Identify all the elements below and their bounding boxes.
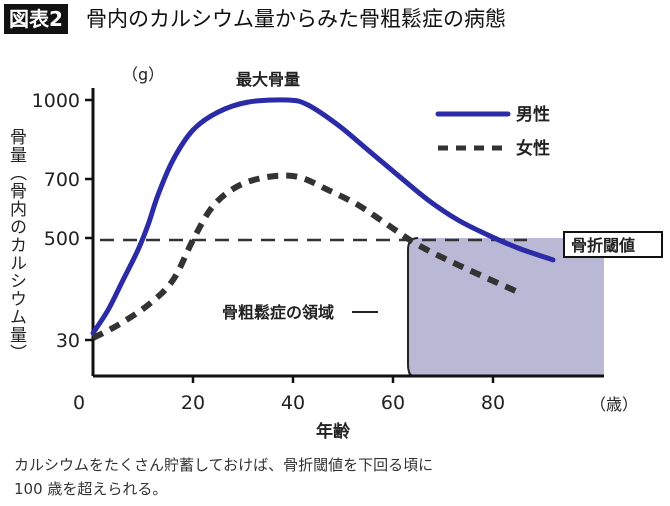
- y-tick-label: 700: [44, 169, 80, 191]
- x-tick-label: 80: [481, 392, 505, 414]
- x-unit-label: （歳）: [590, 395, 638, 414]
- x-tick-label: 60: [381, 392, 405, 414]
- y-tick-label: 500: [44, 228, 80, 250]
- legend-male-label: 男性: [516, 104, 550, 125]
- y-unit-label: （g）: [122, 65, 164, 84]
- y-axis-label: 骨量（骨内のカルシウム量）: [6, 128, 26, 362]
- caption-line-2: 100 歳を超えられる。: [14, 480, 168, 498]
- threshold-label-box: [563, 231, 663, 258]
- y-tick-label: 30: [56, 330, 80, 352]
- osteoporosis-region: [408, 238, 604, 376]
- x-tick-label: 40: [281, 392, 305, 414]
- legend-female-label: 女性: [516, 138, 550, 159]
- region-label: 骨粗鬆症の領域: [222, 303, 334, 322]
- series-female-line: [91, 172, 520, 341]
- y-tick-label: 1000: [32, 90, 80, 112]
- series-male-line: [90, 97, 556, 336]
- peak-annotation: 最大骨量: [236, 70, 300, 89]
- figure-badge: 図表2: [4, 4, 68, 34]
- chart-title: 骨内のカルシウム量からみた骨粗鬆症の病態: [86, 7, 506, 31]
- x-tick-label: 20: [181, 392, 205, 414]
- threshold-label: 骨折閾値: [571, 236, 635, 255]
- x-tick-label: 0: [73, 392, 85, 414]
- caption-line-1: カルシウムをたくさん貯蓄しておけば、骨折閾値を下回る頃に: [14, 456, 434, 474]
- x-axis-label: 年齢: [316, 421, 351, 442]
- caption: カルシウムをたくさん貯蓄しておけば、骨折閾値を下回る頃に 100 歳を超えられる…: [14, 453, 433, 501]
